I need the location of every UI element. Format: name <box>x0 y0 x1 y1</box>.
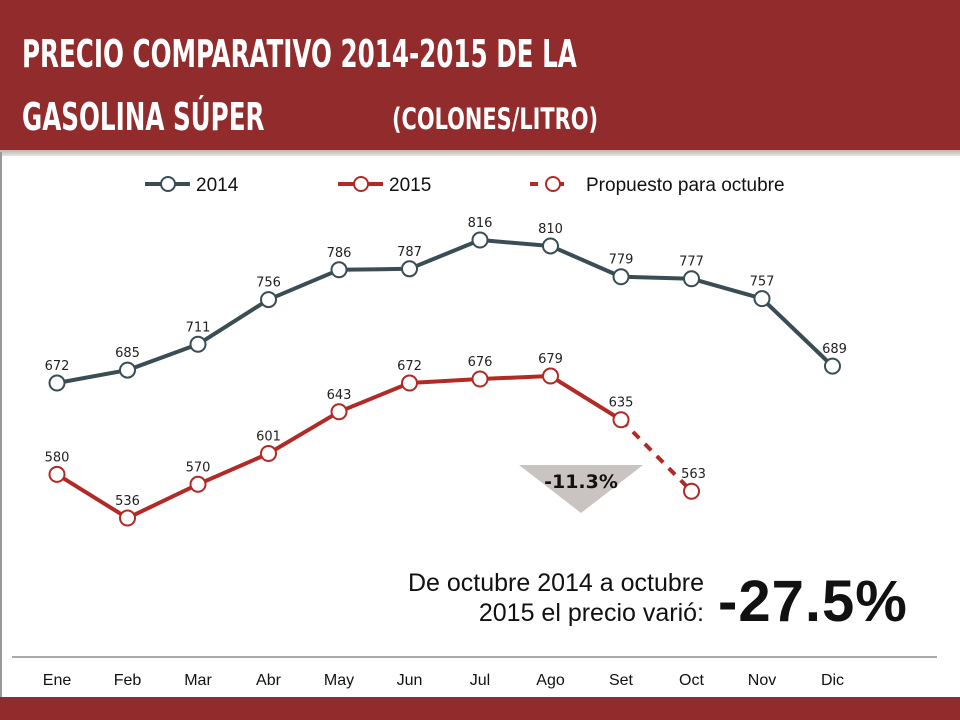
data-point <box>401 374 418 392</box>
data-point <box>612 268 630 286</box>
data-point <box>330 261 348 279</box>
x-tick-label: Nov <box>748 672 776 689</box>
data-point <box>330 403 348 421</box>
data-point <box>189 335 207 353</box>
data-label: 777 <box>679 255 704 270</box>
x-tick-label: Oct <box>679 672 704 689</box>
legend-marker-2015 <box>353 176 369 192</box>
data-point <box>471 370 489 388</box>
change-value: -27.5% <box>718 569 908 634</box>
data-point <box>753 290 771 308</box>
data-point <box>542 367 559 385</box>
data-label: 757 <box>750 275 775 290</box>
data-label: 676 <box>468 355 493 370</box>
legend-marker-2014 <box>160 176 176 192</box>
header-banner <box>0 0 960 150</box>
legend-marker-propuesto <box>545 176 561 192</box>
data-label: 786 <box>327 246 352 261</box>
data-label: 689 <box>822 342 847 357</box>
data-label: 635 <box>609 396 634 411</box>
x-tick-label: May <box>324 672 354 689</box>
unit-label: (COLONES/LITRO) <box>392 102 599 136</box>
x-tick-label: Mar <box>184 672 212 689</box>
decrease-arrow <box>519 465 643 513</box>
data-point <box>119 361 136 379</box>
data-point <box>119 509 136 527</box>
x-tick-label: Ago <box>536 672 565 689</box>
data-point <box>48 465 66 483</box>
change-note: De octubre 2014 a octubre 2015 el precio… <box>408 568 704 628</box>
frame-left-border <box>0 152 2 697</box>
data-label: 679 <box>538 352 563 367</box>
data-point <box>48 374 66 392</box>
x-tick-label: Dic <box>821 672 844 689</box>
x-tick-label: Set <box>609 672 634 689</box>
data-point <box>542 237 559 255</box>
x-tick-label: Abr <box>256 672 282 689</box>
data-point <box>471 231 489 249</box>
legend-label-2015: 2015 <box>389 175 431 196</box>
legend-label-2014: 2014 <box>196 175 239 196</box>
data-label: 685 <box>115 346 140 361</box>
data-label: 787 <box>397 245 422 260</box>
footer-banner <box>0 697 960 720</box>
data-label: 580 <box>45 450 70 465</box>
title-line-1: PRECIO COMPARATIVO 2014-2015 DE LA <box>22 32 577 76</box>
series-line-2014 <box>56 238 834 385</box>
data-label: 563 <box>681 467 706 482</box>
legend-item-propuesto: Propuesto para octubre <box>528 175 785 196</box>
data-point <box>260 445 277 463</box>
data-point <box>683 270 700 288</box>
data-label: 711 <box>186 320 211 335</box>
data-label: 810 <box>538 222 563 237</box>
x-tick-label: Jul <box>470 672 490 689</box>
data-label: 672 <box>397 359 422 374</box>
data-point <box>401 260 418 278</box>
legend: 2014 2015 Propuesto para octubre <box>145 175 785 196</box>
data-point <box>260 291 277 309</box>
decrease-label: -11.3% <box>544 471 618 493</box>
data-point <box>612 411 630 429</box>
data-label: 570 <box>186 460 211 475</box>
data-label: 536 <box>115 494 140 509</box>
data-label: 672 <box>45 359 70 374</box>
header-shadow <box>0 150 960 156</box>
data-label: 816 <box>468 216 493 231</box>
legend-label-propuesto: Propuesto para octubre <box>586 175 785 196</box>
change-note-line1: De octubre 2014 a octubre <box>407 569 704 597</box>
data-label: 601 <box>256 430 281 445</box>
x-tick-label: Jun <box>397 672 423 689</box>
data-label: 779 <box>609 253 634 268</box>
data-label: 756 <box>256 276 281 291</box>
data-point <box>683 482 700 500</box>
data-point <box>824 357 841 375</box>
legend-item-2015: 2015 <box>338 175 431 196</box>
change-note-line2: 2015 el precio varió: <box>478 599 704 627</box>
x-tick-label: Ene <box>43 672 72 689</box>
title-line-2: GASOLINA SÚPER <box>22 95 265 139</box>
legend-item-2014: 2014 <box>145 175 239 196</box>
data-label: 643 <box>327 388 352 403</box>
data-point <box>189 475 207 493</box>
x-tick-label: Feb <box>114 672 142 689</box>
